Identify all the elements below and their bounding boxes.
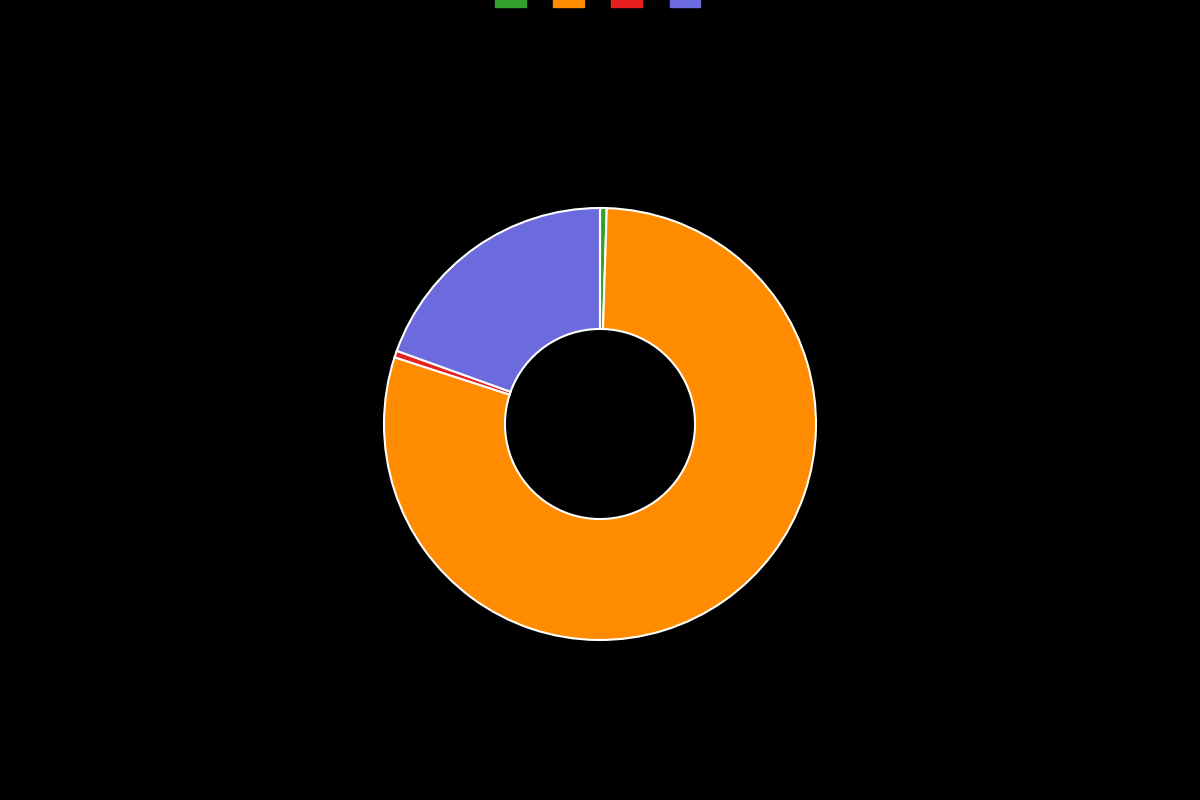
Wedge shape	[397, 208, 600, 392]
Wedge shape	[395, 351, 510, 394]
Wedge shape	[384, 208, 816, 640]
Wedge shape	[600, 208, 607, 329]
Legend: , , , : , , ,	[490, 0, 710, 14]
